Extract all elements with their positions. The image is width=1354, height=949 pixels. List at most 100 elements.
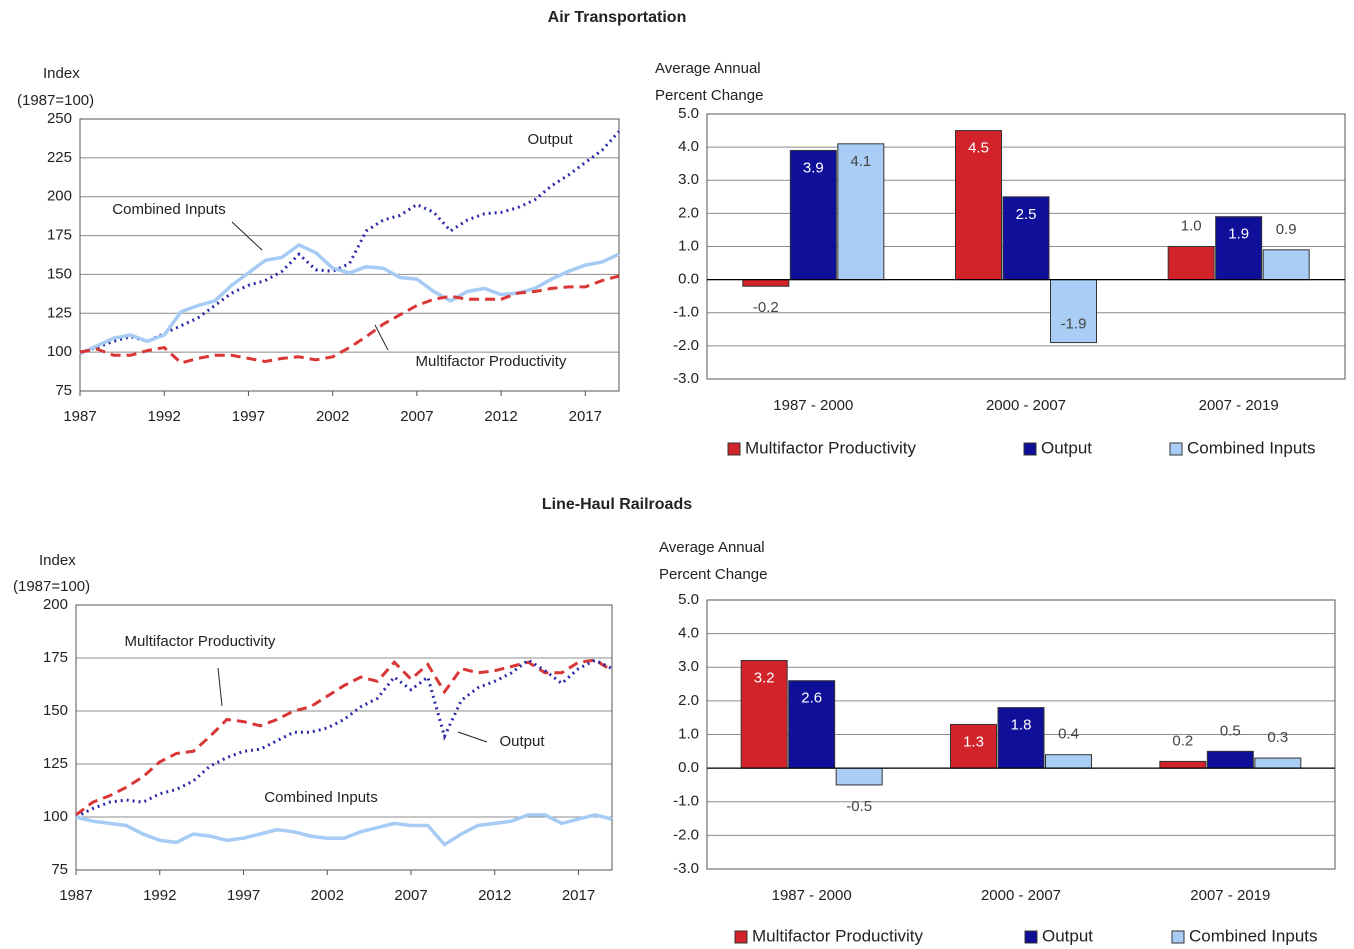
- x-tick-label: 2012: [484, 408, 517, 425]
- plot-frame: [706, 113, 1346, 380]
- series-label: Multifactor Productivity: [125, 633, 276, 650]
- y-tick-label: 125: [43, 755, 68, 772]
- y-tick-label: 4.0: [678, 625, 699, 642]
- x-tick-label: 1987 - 2000: [772, 887, 852, 904]
- y-tick-label: 5.0: [678, 105, 699, 122]
- plot-frame: [75, 604, 613, 871]
- y-axis-label: Index: [39, 552, 76, 569]
- y-tick-label: 125: [47, 304, 72, 321]
- x-tick-label: 2012: [478, 887, 511, 904]
- legend-swatch: [727, 442, 741, 456]
- legend-label: Combined Inputs: [1189, 926, 1318, 945]
- value-label: -0.2: [753, 299, 779, 316]
- bar: [1215, 216, 1263, 281]
- series-line: [75, 658, 613, 817]
- x-tick-label: 2007 - 2019: [1199, 397, 1279, 414]
- value-label: 1.0: [1181, 217, 1202, 234]
- y-tick-label: 2.0: [678, 692, 699, 709]
- x-tick-label: 2017: [562, 887, 595, 904]
- bar: [997, 707, 1045, 769]
- y-tick-label: 1.0: [678, 237, 699, 254]
- y-tick-label: 150: [47, 265, 72, 282]
- y-tick-label: 75: [51, 861, 68, 878]
- series-line: [79, 274, 620, 365]
- value-label: 0.4: [1058, 726, 1079, 743]
- leader-line: [457, 731, 488, 743]
- bar: [1045, 754, 1092, 769]
- y-tick-label: 0.0: [678, 271, 699, 288]
- series-line: [75, 813, 613, 847]
- legend-label: Combined Inputs: [1187, 438, 1316, 457]
- y-axis-label: Percent Change: [655, 87, 763, 104]
- value-label: -1.9: [1061, 316, 1087, 333]
- x-tick-label: 2007: [394, 887, 427, 904]
- y-tick-label: 4.0: [678, 138, 699, 155]
- legend-swatch: [1024, 930, 1038, 944]
- value-label: 4.5: [968, 140, 989, 157]
- y-tick-label: -1.0: [673, 304, 699, 321]
- y-axis-label: (1987=100): [13, 578, 90, 595]
- x-tick-label: 2002: [311, 887, 344, 904]
- y-tick-label: -3.0: [673, 860, 699, 877]
- y-tick-label: -1.0: [673, 793, 699, 810]
- series-label: Output: [499, 733, 545, 750]
- value-label: 0.2: [1172, 732, 1193, 749]
- value-label: 3.2: [754, 669, 775, 686]
- y-tick-label: 5.0: [678, 591, 699, 608]
- y-tick-label: 200: [47, 188, 72, 205]
- series-label: Output: [527, 131, 573, 148]
- y-tick-label: 75: [55, 382, 72, 399]
- bar: [789, 149, 837, 281]
- bar: [1167, 246, 1215, 281]
- y-tick-label: 200: [43, 596, 68, 613]
- y-tick-label: 1.0: [678, 725, 699, 742]
- bar: [835, 767, 883, 786]
- bar: [740, 660, 788, 769]
- y-tick-label: -3.0: [673, 370, 699, 387]
- value-label: 2.5: [1016, 206, 1037, 223]
- y-tick-label: 3.0: [678, 658, 699, 675]
- legend-swatch: [1171, 930, 1185, 944]
- section-title: Air Transportation: [548, 9, 687, 26]
- y-tick-label: 100: [47, 343, 72, 360]
- y-tick-label: 175: [47, 227, 72, 244]
- y-axis-label: (1987=100): [17, 92, 94, 109]
- bar: [742, 279, 790, 287]
- bar: [950, 723, 997, 769]
- x-tick-label: 2000 - 2007: [981, 887, 1061, 904]
- value-label: 2.6: [801, 690, 822, 707]
- bar: [837, 143, 885, 281]
- x-tick-label: 1997: [227, 887, 260, 904]
- x-tick-label: 1992: [148, 408, 181, 425]
- value-label: 0.9: [1276, 221, 1297, 238]
- x-tick-label: 2000 - 2007: [986, 397, 1066, 414]
- legend-label: Output: [1042, 926, 1093, 945]
- leader-line: [231, 221, 263, 251]
- x-tick-label: 1987 - 2000: [773, 397, 853, 414]
- x-tick-label: 1997: [232, 408, 265, 425]
- legend-swatch: [734, 930, 748, 944]
- leader-line: [374, 324, 389, 351]
- x-tick-label: 1992: [143, 887, 176, 904]
- legend-label: Multifactor Productivity: [752, 926, 923, 945]
- y-tick-label: 0.0: [678, 759, 699, 776]
- legend-label: Output: [1041, 438, 1092, 457]
- legend-swatch: [1023, 442, 1037, 456]
- series-label: Multifactor Productivity: [416, 353, 567, 370]
- y-tick-label: -2.0: [673, 826, 699, 843]
- value-label: 0.3: [1267, 729, 1288, 746]
- series-line: [79, 242, 620, 356]
- x-tick-label: 2017: [569, 408, 602, 425]
- bar: [1050, 279, 1097, 344]
- y-tick-label: 2.0: [678, 204, 699, 221]
- y-tick-label: -2.0: [673, 337, 699, 354]
- y-tick-label: 250: [47, 110, 72, 127]
- y-tick-label: 175: [43, 649, 68, 666]
- x-tick-label: 1987: [59, 887, 92, 904]
- y-axis-label: Average Annual: [659, 539, 765, 556]
- bar: [1254, 757, 1302, 769]
- value-label: 4.1: [850, 153, 871, 170]
- legend-swatch: [1169, 442, 1183, 456]
- x-tick-label: 2007: [400, 408, 433, 425]
